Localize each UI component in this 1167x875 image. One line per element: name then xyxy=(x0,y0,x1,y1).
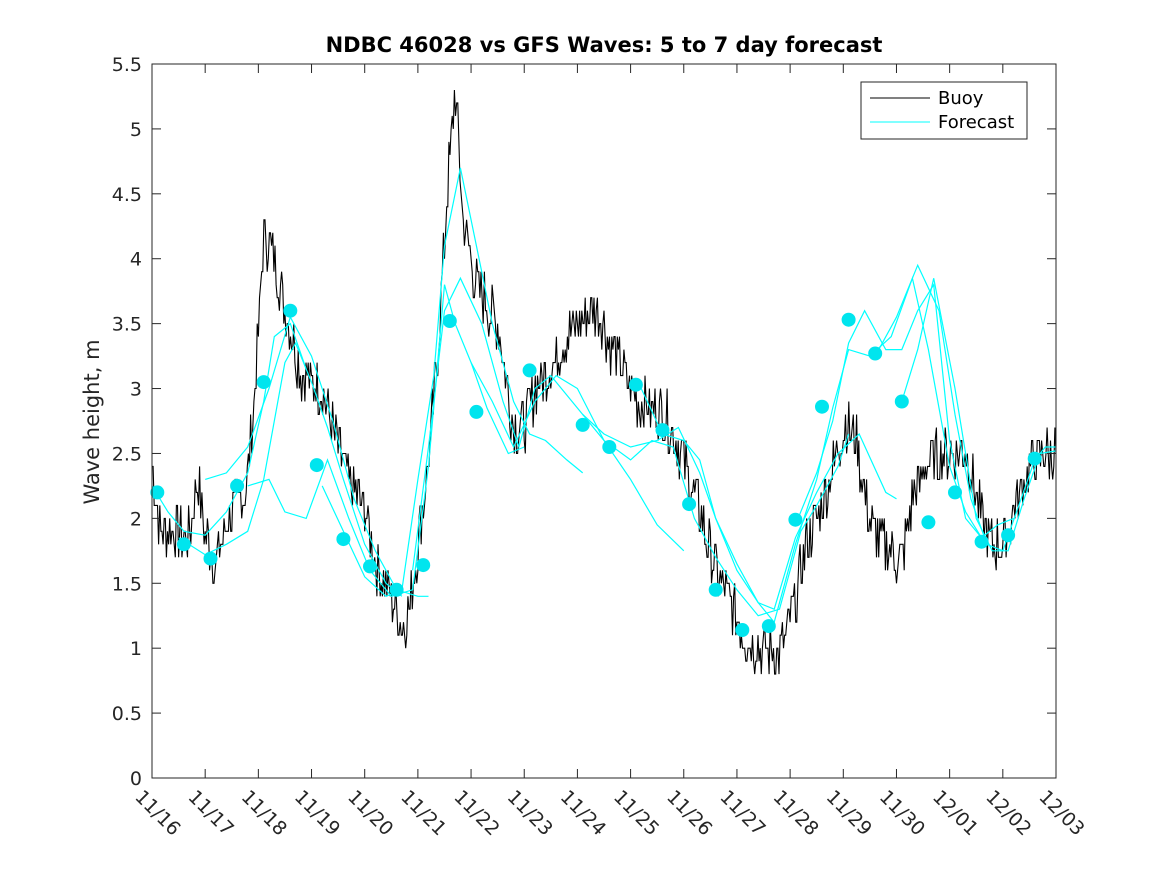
plot-area xyxy=(150,89,1056,675)
y-tick-label: 0 xyxy=(130,768,142,790)
forecast-series-line-7 xyxy=(470,362,850,617)
forecast-marker-29 xyxy=(948,485,962,500)
legend: Buoy Forecast xyxy=(860,81,1028,140)
forecast-marker-27 xyxy=(894,394,909,409)
forecast-marker-2 xyxy=(176,537,191,552)
legend-label-forecast: Forecast xyxy=(938,112,1014,133)
forecast-marker-13 xyxy=(469,404,484,419)
forecast-marker-17 xyxy=(628,377,643,392)
y-tick-label: 4.5 xyxy=(112,184,142,206)
forecast-marker-8 xyxy=(336,532,351,547)
forecast-marker-20 xyxy=(708,582,723,597)
forecast-series-line-10 xyxy=(794,282,1014,539)
forecast-marker-14 xyxy=(522,363,537,378)
forecast-marker-5 xyxy=(256,375,271,390)
forecast-series-line-5 xyxy=(321,167,584,597)
forecast-series-line-9 xyxy=(640,276,983,624)
forecast-marker-21 xyxy=(735,623,750,637)
forecast-series-line-8 xyxy=(582,414,897,611)
forecast-series-line-12 xyxy=(901,278,1056,552)
y-tick-label: 5 xyxy=(130,119,142,141)
forecast-marker-3 xyxy=(203,551,218,566)
axes-box xyxy=(151,63,1057,779)
forecast-marker-22 xyxy=(761,619,776,634)
y-tick-label: 1 xyxy=(130,638,142,660)
forecast-marker-23 xyxy=(788,512,803,527)
forecast-marker-25 xyxy=(841,312,856,327)
y-tick-label: 1.5 xyxy=(112,573,142,595)
y-tick-label: 3 xyxy=(130,379,142,401)
forecast-marker-6 xyxy=(283,303,298,318)
forecast-series-line-2 xyxy=(178,341,403,597)
forecast-marker-30 xyxy=(974,534,989,549)
forecast-marker-10 xyxy=(389,582,404,597)
forecast-marker-15 xyxy=(575,417,590,432)
y-tick-label: 2.5 xyxy=(112,443,142,465)
y-tick-label: 3.5 xyxy=(112,314,142,336)
forecast-marker-12 xyxy=(442,314,457,328)
forecast-marker-1 xyxy=(150,485,165,500)
forecast-marker-4 xyxy=(230,478,245,493)
forecast-marker-7 xyxy=(309,458,324,473)
y-tick-label: 5.5 xyxy=(112,54,142,76)
chart-title: NDBC 46028 vs GFS Waves: 5 to 7 day fore… xyxy=(326,33,883,57)
forecast-marker-19 xyxy=(682,497,697,512)
forecast-marker-26 xyxy=(868,346,883,361)
y-tick-label: 0.5 xyxy=(112,703,142,725)
y-tick-label: 4 xyxy=(130,249,142,271)
legend-label-buoy: Buoy xyxy=(938,88,984,109)
y-tick-label: 2 xyxy=(130,508,142,530)
forecast-marker-28 xyxy=(921,515,936,530)
forecast-marker-16 xyxy=(602,440,617,454)
forecast-marker-32 xyxy=(1027,451,1042,466)
forecast-marker-24 xyxy=(815,399,829,414)
forecast-marker-31 xyxy=(1001,528,1016,543)
buoy-series-line xyxy=(152,89,1056,675)
forecast-marker-11 xyxy=(416,558,431,573)
y-axis-label: Wave height, m xyxy=(80,339,104,504)
forecast-marker-9 xyxy=(363,559,377,574)
legend-box xyxy=(860,81,1028,140)
forecast-marker-18 xyxy=(655,423,670,438)
